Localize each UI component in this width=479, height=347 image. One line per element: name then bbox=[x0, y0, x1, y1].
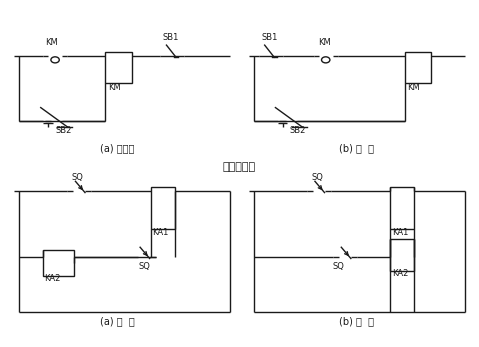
Text: SB2: SB2 bbox=[55, 126, 71, 135]
Bar bbox=[405, 52, 431, 83]
Text: SB2: SB2 bbox=[290, 126, 306, 135]
Text: KM: KM bbox=[407, 83, 420, 92]
Text: SB1: SB1 bbox=[163, 33, 179, 42]
Bar bbox=[43, 250, 74, 276]
Text: (a) 错  误: (a) 错 误 bbox=[100, 316, 135, 326]
Bar bbox=[390, 239, 414, 271]
Bar bbox=[151, 187, 175, 229]
Text: KM: KM bbox=[46, 38, 58, 47]
Text: KM: KM bbox=[108, 83, 121, 92]
Text: KA2: KA2 bbox=[45, 274, 61, 283]
Bar bbox=[390, 187, 414, 229]
Text: SQ: SQ bbox=[72, 173, 84, 182]
Text: KA1: KA1 bbox=[152, 228, 169, 237]
Text: (b) 正  确: (b) 正 确 bbox=[339, 316, 375, 326]
Text: 电器连接图: 电器连接图 bbox=[223, 162, 256, 171]
Text: SQ: SQ bbox=[311, 173, 323, 182]
Text: SQ: SQ bbox=[139, 262, 151, 271]
Text: KM: KM bbox=[319, 38, 331, 47]
Text: (a) 不合理: (a) 不合理 bbox=[100, 143, 135, 153]
Text: KA1: KA1 bbox=[392, 228, 408, 237]
Bar bbox=[105, 52, 132, 83]
Text: SQ: SQ bbox=[333, 262, 345, 271]
Text: SB1: SB1 bbox=[261, 33, 277, 42]
Text: KA2: KA2 bbox=[392, 269, 408, 278]
Text: (b) 合  理: (b) 合 理 bbox=[339, 143, 375, 153]
